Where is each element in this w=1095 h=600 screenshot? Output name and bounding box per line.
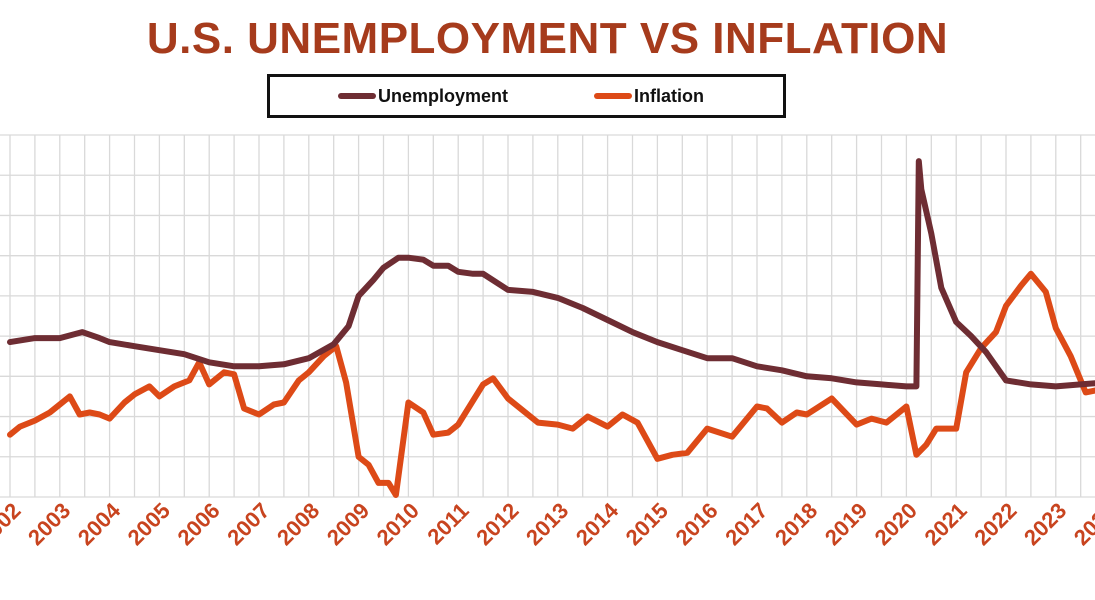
- series-lines: [7, 158, 1095, 498]
- legend-label-inflation: Inflation: [634, 85, 704, 106]
- x-tick-label: 2008: [272, 498, 324, 550]
- legend-swatch-unemployment: [338, 93, 376, 99]
- x-tick-label: 2012: [471, 498, 523, 550]
- gridlines: [0, 134, 1095, 498]
- x-tick-label: 2010: [372, 498, 424, 550]
- series-line-unemployment: [7, 158, 1095, 390]
- x-tick-label: 2022: [969, 498, 1021, 550]
- x-tick-label: 2018: [770, 498, 822, 550]
- x-tick-label: 2002: [0, 498, 26, 550]
- x-tick-label: 2020: [870, 498, 922, 550]
- x-tick-label: 2003: [23, 498, 75, 550]
- x-tick-label: 2015: [621, 498, 673, 550]
- chart-title: U.S. UNEMPLOYMENT VS INFLATION: [146, 14, 949, 63]
- x-tick-label: 2009: [322, 498, 374, 550]
- x-tick-label: 2017: [720, 498, 772, 550]
- x-tick-label: 2004: [73, 497, 126, 550]
- x-tick-label: 2024: [1069, 497, 1095, 550]
- x-tick-labels: 2002200320042005200620072008200920102011…: [0, 497, 1095, 550]
- x-tick-label: 2011: [422, 498, 473, 549]
- x-tick-label: 2019: [820, 498, 872, 550]
- x-tick-label: 2006: [172, 498, 224, 550]
- x-tick-label: 2023: [1019, 498, 1071, 550]
- legend-swatch-inflation: [594, 93, 632, 99]
- x-tick-label: 2016: [670, 498, 722, 550]
- x-tick-label: 2021: [919, 498, 971, 550]
- legend-entry-unemployment: Unemployment: [338, 77, 508, 115]
- legend-label-unemployment: Unemployment: [378, 85, 509, 106]
- legend: Unemployment Inflation: [267, 74, 786, 118]
- x-tick-label: 2013: [521, 498, 573, 550]
- series-line-inflation: [7, 270, 1095, 498]
- x-tick-label: 2007: [222, 498, 274, 550]
- x-tick-label: 2014: [571, 497, 624, 550]
- legend-entry-inflation: Inflation: [594, 77, 704, 115]
- x-tick-label: 2005: [123, 498, 175, 550]
